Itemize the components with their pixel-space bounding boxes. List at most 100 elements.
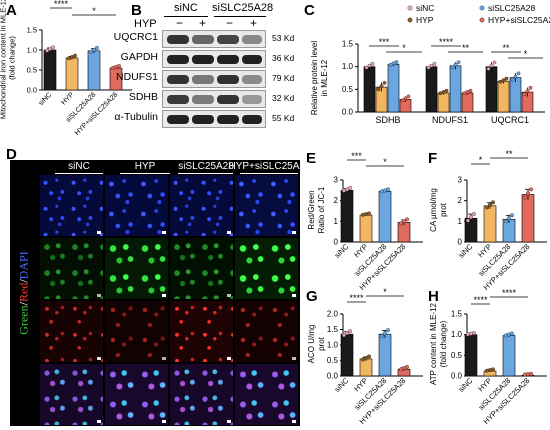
- x-tick-label: siNC: [38, 91, 54, 107]
- blot-row-label: SDHB: [128, 91, 158, 103]
- y-axis-label-line: (fold change): [439, 320, 448, 367]
- bar: [363, 66, 376, 113]
- scale-bar: [227, 231, 231, 234]
- bar: [340, 333, 354, 377]
- data-point: [492, 60, 497, 65]
- data-point: [529, 187, 533, 192]
- significance-label: *: [402, 43, 406, 53]
- data-point: [367, 63, 372, 68]
- data-point: [405, 364, 409, 369]
- y-tick-label: 1.0: [27, 46, 37, 55]
- y-tick-label: 0.5: [342, 85, 354, 94]
- blot-row-label: α-Tubulin: [114, 111, 158, 123]
- y-tick-label: 1.0: [342, 62, 354, 71]
- legend-label: siSLC25A28: [488, 3, 536, 13]
- data-point: [386, 328, 390, 333]
- x-tick-label: SDHB: [375, 115, 400, 125]
- data-point: [523, 195, 527, 200]
- data-point: [429, 63, 434, 68]
- y-tick-label: 1.5: [27, 26, 37, 35]
- micrograph-red-1: [40, 301, 103, 362]
- legend-marker: [407, 5, 413, 11]
- bar: [485, 66, 498, 113]
- micrograph-blue-2: [105, 175, 168, 236]
- y-axis-label-line: in MLE-12: [320, 59, 329, 96]
- micrograph-blue-3: [170, 175, 233, 236]
- data-point: [380, 334, 384, 339]
- panel-label-b: B: [131, 2, 142, 19]
- data-point: [501, 78, 506, 83]
- data-point: [469, 215, 473, 220]
- data-point: [367, 354, 371, 359]
- y-axis-label: Red/GreenRatio of JC-1: [307, 186, 326, 233]
- data-point: [510, 77, 515, 82]
- significance-label: *: [383, 287, 387, 297]
- y-tick-label: 1.0: [327, 341, 339, 350]
- bar: [397, 222, 411, 243]
- y-tick-label: 0.0: [342, 108, 354, 117]
- blot-strip: [162, 50, 266, 68]
- blot-kd: 36 Kd: [272, 53, 295, 63]
- data-point: [399, 221, 403, 226]
- significance-label: ****: [54, 0, 69, 9]
- data-point: [528, 86, 533, 90]
- data-point: [510, 213, 514, 218]
- x-tick-label: NDUFS1: [432, 115, 468, 125]
- col-header: HYP: [134, 161, 156, 172]
- side-label: Green/Red/DAPI: [16, 251, 31, 335]
- y-tick-label: 1.5: [327, 325, 339, 334]
- legend-marker: [479, 5, 485, 11]
- panel-label-h: H: [428, 288, 439, 305]
- bar: [509, 77, 522, 113]
- scale-bar: [162, 357, 166, 360]
- blot-header-sinc: siNC: [174, 2, 198, 14]
- data-point: [342, 333, 346, 338]
- scale-bar: [97, 357, 101, 360]
- data-point: [95, 45, 99, 50]
- y-tick-label: 0: [458, 238, 463, 247]
- data-point: [513, 74, 518, 79]
- panel-label-e: E: [306, 150, 317, 167]
- bar: [425, 66, 438, 113]
- bar: [502, 335, 516, 377]
- significance-label: ****: [473, 295, 488, 305]
- y-tick-label: 0.5: [327, 356, 339, 365]
- y-axis-label-line: ATP content in MLE-12: [429, 302, 438, 385]
- data-point: [525, 89, 530, 93]
- micrograph-green-2: [105, 238, 168, 299]
- data-point: [405, 217, 409, 222]
- micrograph-green-3: [170, 238, 233, 299]
- bar: [461, 92, 474, 113]
- significance-label: **: [462, 43, 470, 53]
- y-axis-label-line: prot: [439, 202, 448, 217]
- data-point: [383, 331, 387, 336]
- data-point: [402, 219, 406, 224]
- legend-label: HYP: [416, 15, 434, 25]
- micrograph-merge-3: [170, 364, 233, 425]
- panel-label-c: C: [304, 2, 315, 19]
- micrograph-blue-1: [40, 175, 103, 236]
- y-axis-label: ATP content in MLE-12(fold change): [429, 302, 448, 385]
- bar: [449, 65, 462, 113]
- significance-label: ***: [351, 151, 362, 161]
- data-point: [450, 65, 455, 70]
- significance-label: ****: [502, 288, 517, 298]
- scale-bar: [97, 231, 101, 234]
- data-point: [117, 64, 121, 68]
- y-axis-label: ACO U/mgprot: [307, 325, 326, 364]
- data-point: [498, 79, 503, 84]
- blot-plus: +: [250, 16, 258, 30]
- y-tick-label: 1: [334, 217, 339, 226]
- y-axis-label: Mitochondrial iron content in MLE-12(fol…: [0, 0, 17, 119]
- y-tick-label: 1.5: [342, 40, 354, 49]
- bar: [378, 333, 392, 377]
- bar: [359, 214, 373, 243]
- y-tick-label: 0.0: [27, 86, 37, 95]
- blot-header-sislc: siSLC25A28: [212, 2, 274, 14]
- micrograph-merge-1: [40, 364, 103, 425]
- blot-strip: [162, 70, 266, 88]
- blot-strip: [162, 90, 266, 108]
- blot-row-label: GAPDH: [120, 51, 158, 63]
- blot-plus: +: [199, 16, 207, 30]
